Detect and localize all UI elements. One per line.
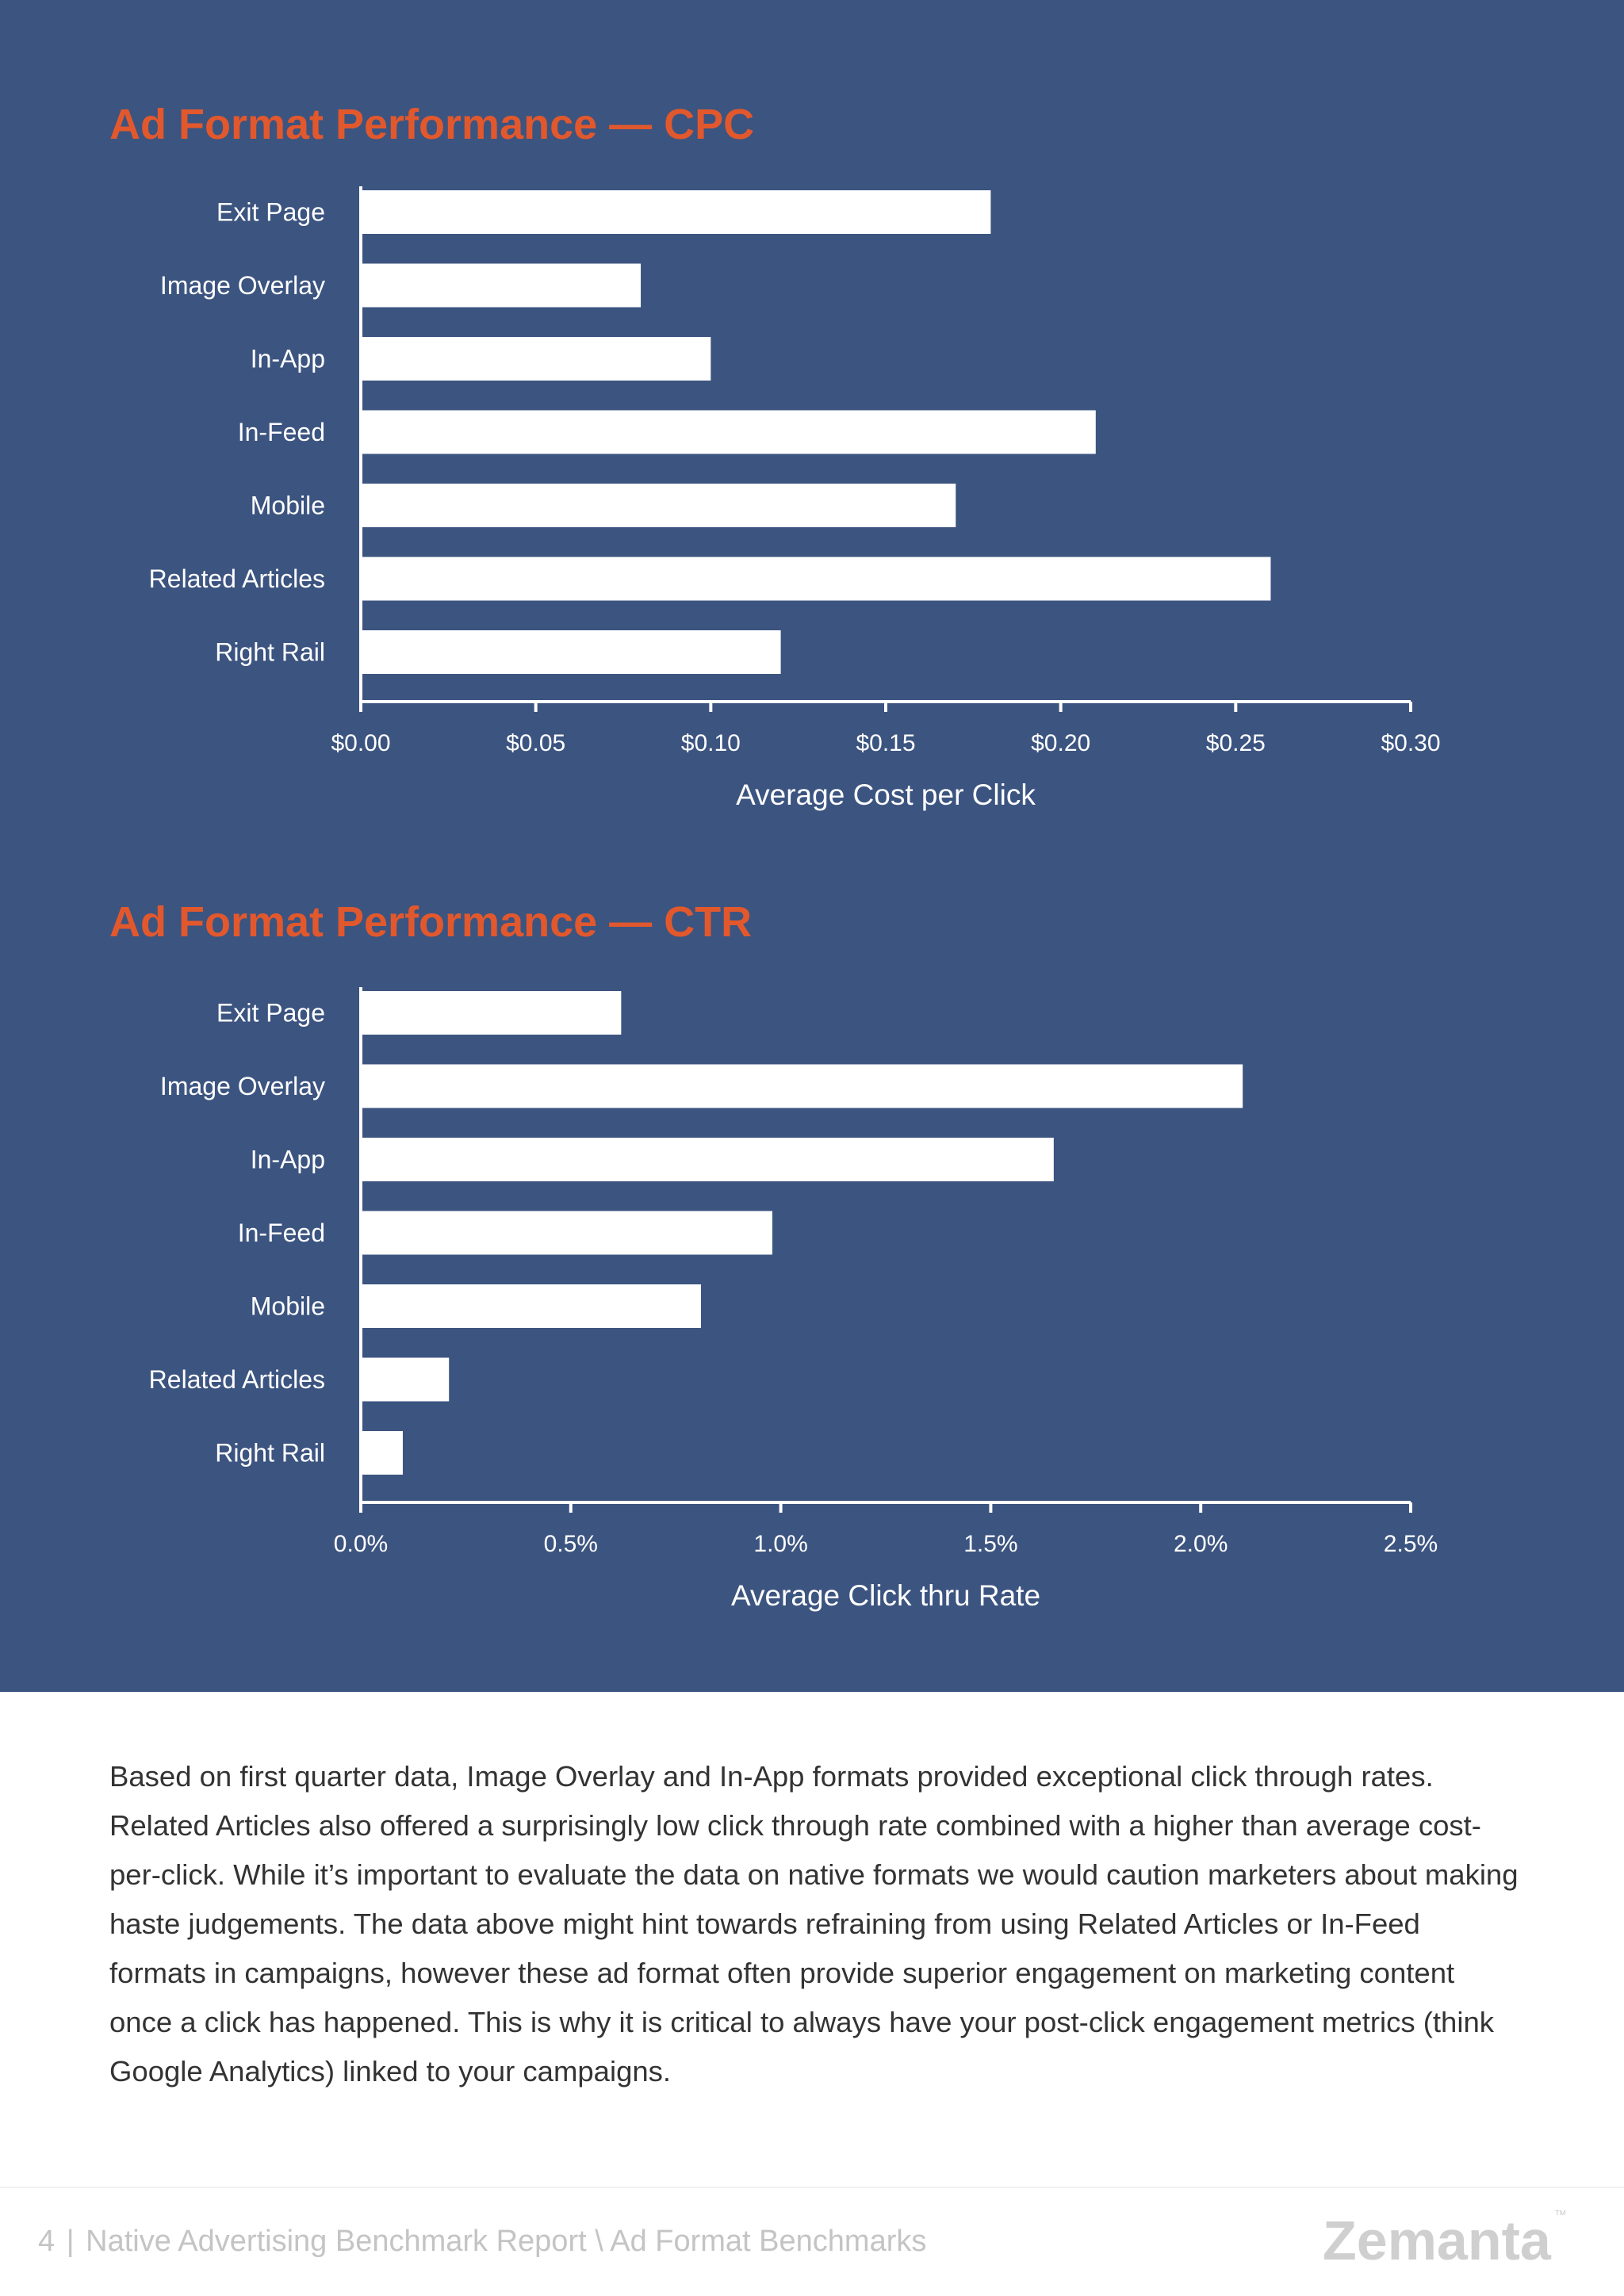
cpc-bar-2: [361, 337, 711, 381]
ctr-x-tick-label-5: 2.5%: [1384, 1531, 1438, 1557]
ctr-bar-2: [361, 1138, 1054, 1181]
footer: 4 | Native Advertising Benchmark Report …: [38, 2225, 926, 2259]
ctr-x-tick-label-0: 0.0%: [334, 1531, 388, 1557]
ctr-bar-6: [361, 1431, 403, 1475]
cpc-bar-5: [361, 557, 1271, 601]
ctr-category-label-4: Mobile: [251, 1292, 325, 1321]
ctr-category-label-6: Right Rail: [215, 1439, 325, 1468]
cpc-x-axis-title: Average Cost per Click: [736, 779, 1036, 811]
cpc-x-tick-label-2: $0.10: [681, 730, 741, 756]
page-number: 4: [38, 2225, 56, 2258]
cpc-category-label-3: In-Feed: [238, 418, 325, 446]
ctr-category-label-0: Exit Page: [216, 999, 325, 1027]
cpc-chart-title: Ad Format Performance — CPC: [109, 101, 755, 148]
cpc-x-tick-label-6: $0.30: [1381, 730, 1440, 756]
ctr-category-label-2: In-App: [251, 1146, 325, 1174]
ctr-x-tick-label-3: 1.5%: [963, 1531, 1017, 1557]
chart-panel: [0, 0, 1624, 1692]
ctr-bar-0: [361, 991, 622, 1035]
ctr-x-axis-title: Average Click thru Rate: [731, 1579, 1040, 1612]
ctr-category-label-1: Image Overlay: [160, 1072, 325, 1100]
cpc-bar-3: [361, 410, 1096, 454]
footer-separator: |: [66, 2225, 75, 2258]
footer-title: Native Advertising Benchmark Report \ Ad…: [86, 2225, 927, 2258]
trademark-mark: ™: [1553, 2209, 1567, 2222]
cpc-bar-0: [361, 190, 991, 234]
ctr-chart-title: Ad Format Performance — CTR: [109, 898, 753, 946]
ctr-bar-5: [361, 1357, 450, 1402]
cpc-bar-chart: Exit Page Image Overlay In-App In-Feed Mobil…: [149, 186, 1441, 811]
ctr-category-label-3: In-Feed: [238, 1219, 325, 1247]
cpc-bar-6: [361, 630, 781, 674]
cpc-category-label-2: In-App: [251, 345, 325, 373]
body-paragraph: Based on first quarter data, Image Overl…: [109, 1760, 1519, 2087]
ctr-bar-1: [361, 1064, 1243, 1108]
cpc-category-label-1: Image Overlay: [160, 271, 325, 300]
ctr-category-label-5: Related Articles: [149, 1365, 325, 1394]
cpc-x-tick-label-3: $0.15: [856, 730, 915, 756]
cpc-category-label-4: Mobile: [251, 492, 325, 520]
cpc-category-label-5: Related Articles: [149, 564, 325, 593]
ctr-x-tick-label-1: 0.5%: [544, 1531, 598, 1557]
cpc-bar-4: [361, 484, 956, 527]
cpc-category-label-0: Exit Page: [216, 198, 325, 227]
cpc-category-label-6: Right Rail: [215, 638, 325, 667]
ctr-bar-chart: Exit Page Image Overlay In-App In-Feed Mobil…: [149, 987, 1438, 1612]
logo-text: Zemanta: [1323, 2210, 1551, 2271]
ctr-bar-4: [361, 1284, 701, 1328]
footer-divider: [0, 2187, 1624, 2188]
ctr-x-tick-label-4: 2.0%: [1174, 1531, 1228, 1557]
cpc-x-tick-label-1: $0.05: [506, 730, 565, 756]
cpc-x-tick-label-4: $0.20: [1031, 730, 1090, 756]
zemanta-logo: Zemanta ™: [1323, 2209, 1567, 2272]
ctr-x-tick-label-2: 1.0%: [753, 1531, 807, 1557]
ctr-bar-3: [361, 1211, 773, 1255]
cpc-x-tick-label-0: $0.00: [331, 730, 390, 756]
cpc-bar-1: [361, 263, 642, 308]
cpc-x-tick-label-5: $0.25: [1206, 730, 1266, 756]
